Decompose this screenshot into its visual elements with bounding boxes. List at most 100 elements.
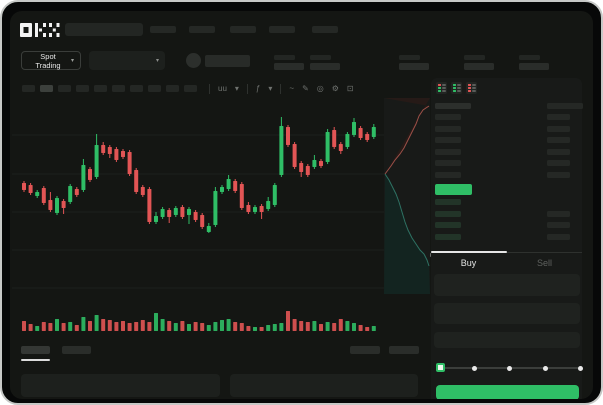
timeframe-button-1[interactable] [40,85,53,92]
timeframe-bar [22,85,197,93]
stat-label-placeholder [274,55,295,60]
price-placeholder [435,233,461,240]
slider-handle[interactable] [436,363,445,372]
nav-item-2[interactable] [230,26,256,33]
icon-line [472,87,476,89]
stat-label-placeholder [519,55,540,60]
indicators-icon[interactable]: ƒ [255,84,261,93]
timeframe-button-0[interactable] [22,85,35,92]
bottom-panel-0 [21,374,220,397]
fullscreen-icon[interactable]: ⊡ [346,84,354,93]
bottom-tab-1[interactable] [62,346,91,354]
nav-item-3[interactable] [269,26,295,33]
chevron-down-icon: ▾ [70,58,74,64]
chevron-down-icon: ▾ [155,58,159,64]
bottom-tab-0[interactable] [21,346,50,354]
pair-name-placeholder [205,55,250,67]
tab-buy[interactable]: Buy [460,258,477,268]
timeframe-button-6[interactable] [130,85,143,92]
stat-value-placeholder [399,63,429,70]
stat-value-placeholder [464,63,494,70]
amount-placeholder [547,210,570,217]
timeframe-button-4[interactable] [94,85,107,92]
bottom-panel-1 [230,374,418,397]
icon-square [467,87,471,89]
amount-placeholder [547,160,570,167]
icon-row [467,87,476,89]
nav-item-4[interactable] [312,26,338,33]
buy-submit-button[interactable] [436,385,579,399]
chevron-down-icon[interactable]: ▾ [234,84,239,93]
toolbar-divider [209,83,210,94]
timeframe-button-5[interactable] [112,85,125,92]
book-bids-view-icon[interactable] [451,82,462,94]
timeframe-button-2[interactable] [58,85,71,92]
tab-sell[interactable]: Sell [536,258,552,268]
icon-row [467,90,476,92]
slider-stop-4[interactable] [578,365,583,371]
ask-row-5[interactable] [435,172,572,178]
icon-line [457,90,461,92]
pair-dropdown[interactable]: ▾ [89,51,165,70]
amount-slider [436,363,583,373]
timeframe-button-3[interactable] [76,85,89,92]
slider-stop-1[interactable] [471,365,477,371]
slider-stop-3[interactable] [542,365,548,371]
draw-pencil-icon[interactable]: ✎ [302,84,309,93]
book-combined-view-icon[interactable] [436,82,447,94]
toolbar-divider [280,83,282,94]
ticker-stat-1 [310,55,344,71]
amount-placeholder [547,172,570,178]
timeframe-button-9[interactable] [184,85,197,92]
ask-row-4[interactable] [435,160,572,167]
icon-line [442,90,446,92]
active-tab-indicator [431,251,507,253]
camera-icon[interactable]: ◎ [316,84,324,93]
price-placeholder [435,222,461,229]
ticker-stat-4 [519,55,553,71]
ask-row-1[interactable] [435,125,572,132]
ask-row-0[interactable] [435,114,572,120]
slider-stop-2[interactable] [507,365,512,371]
bottom-tab-3[interactable] [389,346,419,354]
amount-placeholder [547,114,570,120]
ask-row-2[interactable] [435,137,572,144]
line-tool-icon[interactable]: ~ [289,84,295,93]
amount-field[interactable] [434,303,580,324]
total-field[interactable] [434,332,580,348]
market-type-selector[interactable]: Spot Trading ▾ [21,51,81,70]
timeframe-button-7[interactable] [148,85,161,92]
bid-row-0[interactable] [435,199,572,205]
price-placeholder [435,103,471,109]
last-price-highlight[interactable] [435,184,472,195]
bid-row-1[interactable] [435,210,572,217]
price-placeholder [435,199,461,205]
icon-square [437,90,441,92]
stat-label-placeholder [399,55,420,60]
bottom-tab-2[interactable] [350,346,380,354]
okx-logo [20,23,62,37]
bid-row-3[interactable] [435,233,572,240]
candle-style-icon[interactable]: uu [218,84,227,93]
search-input[interactable] [65,23,143,36]
price-field[interactable] [434,274,580,296]
active-tab-underline [21,359,50,361]
nav-item-1[interactable] [189,26,215,33]
ticker-stat-2 [399,55,433,71]
icon-square [467,84,471,86]
amount-placeholder [547,148,570,155]
book-asks-view-icon[interactable] [466,82,477,94]
coin-avatar [186,53,201,68]
settings-gear-icon[interactable]: ⚙ [331,84,339,93]
timeframe-button-8[interactable] [166,85,179,92]
okx-trading-app: Spot Trading ▾ ▾ uu ▾ ƒ ▾ ~ ✎ ◎ ⚙ ⊡ [10,11,593,399]
orderbook-header-row[interactable] [435,103,583,109]
icon-row [437,90,446,92]
amount-placeholder [547,222,570,229]
chevron-down-icon[interactable]: ▾ [268,84,273,93]
bid-row-2[interactable] [435,222,572,229]
ask-row-3[interactable] [435,148,572,155]
nav-item-0[interactable] [150,26,176,33]
